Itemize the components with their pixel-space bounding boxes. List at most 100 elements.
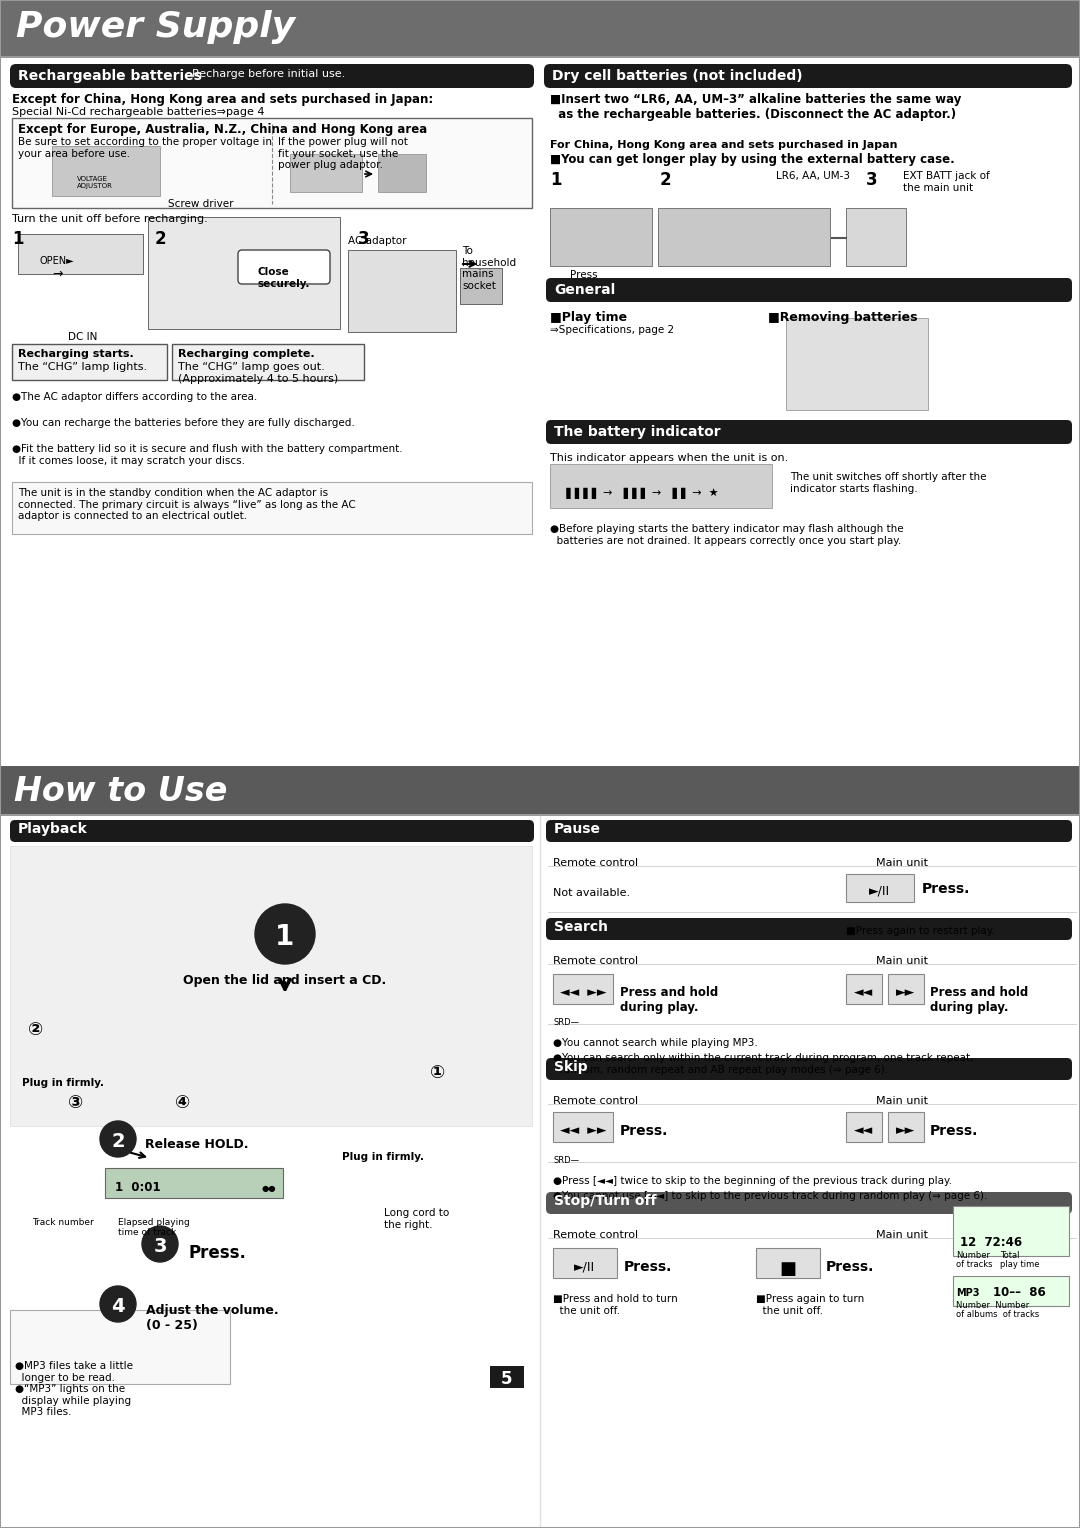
Text: 3: 3	[357, 231, 369, 248]
Text: Remote control: Remote control	[553, 1096, 638, 1106]
Bar	[12, 118, 532, 208]
Text: Press.: Press.	[620, 1125, 669, 1138]
Text: 1  0:01: 1 0:01	[114, 1181, 161, 1193]
Text: →: →	[52, 267, 63, 281]
Text: ◄◄  ►►: ◄◄ ►►	[559, 1125, 606, 1137]
Text: Press.: Press.	[624, 1261, 673, 1274]
Bar	[18, 234, 143, 274]
Text: ●You cannot search while playing MP3.: ●You cannot search while playing MP3.	[553, 1038, 758, 1048]
Bar	[0, 766, 1080, 816]
Text: of albums  of tracks: of albums of tracks	[956, 1309, 1039, 1319]
Text: ►►: ►►	[896, 1125, 916, 1137]
Text: Press.: Press.	[826, 1261, 875, 1274]
Text: ●Before playing starts the battery indicator may flash although the
  batteries : ●Before playing starts the battery indic…	[550, 524, 904, 545]
Bar	[172, 344, 364, 380]
Text: Total: Total	[1000, 1251, 1020, 1261]
FancyBboxPatch shape	[546, 821, 1072, 842]
Bar	[756, 1248, 820, 1277]
Text: Recharging starts.: Recharging starts.	[18, 348, 134, 359]
Text: Turn the unit off before recharging.: Turn the unit off before recharging.	[12, 214, 207, 225]
Text: Power Supply: Power Supply	[16, 11, 295, 44]
Bar	[0, 0, 1080, 58]
Text: Playback: Playback	[18, 822, 87, 836]
Text: MP3: MP3	[956, 1288, 980, 1297]
Bar	[12, 481, 532, 533]
Bar	[553, 973, 613, 1004]
Text: Recharging complete.: Recharging complete.	[178, 348, 314, 359]
Text: 5: 5	[501, 1371, 513, 1387]
Text: ●You cannot use [◄◄] to skip to the previous track during random play (⇒ page 6): ●You cannot use [◄◄] to skip to the prev…	[553, 1190, 987, 1201]
Text: How to Use: How to Use	[14, 775, 228, 808]
Text: Pause: Pause	[554, 822, 600, 836]
Bar	[550, 465, 772, 507]
Bar	[553, 1248, 617, 1277]
Bar	[888, 973, 924, 1004]
Text: ►/II: ►/II	[869, 885, 891, 898]
Bar	[786, 318, 928, 410]
Bar	[291, 154, 362, 193]
FancyBboxPatch shape	[546, 1192, 1072, 1215]
Circle shape	[100, 1287, 136, 1322]
Text: ►/II: ►/II	[575, 1261, 595, 1273]
Text: 4: 4	[111, 1297, 125, 1316]
Text: EXT BATT jack of
the main unit: EXT BATT jack of the main unit	[903, 171, 989, 193]
Text: Close
securely.: Close securely.	[258, 267, 310, 289]
Text: SRD—: SRD—	[553, 1018, 579, 1027]
Bar	[846, 973, 882, 1004]
Text: Main unit: Main unit	[876, 859, 928, 868]
FancyBboxPatch shape	[10, 64, 534, 89]
Text: Not available.: Not available.	[553, 888, 630, 898]
Bar	[0, 814, 1080, 816]
Text: Special Ni-Cd rechargeable batteries⇒page 4: Special Ni-Cd rechargeable batteries⇒pag…	[12, 107, 265, 118]
Circle shape	[141, 1225, 178, 1262]
Text: ■Press again to turn
  the unit off.: ■Press again to turn the unit off.	[756, 1294, 864, 1316]
Bar	[550, 208, 652, 266]
Text: Main unit: Main unit	[876, 1096, 928, 1106]
Bar	[658, 208, 831, 266]
Text: AC adaptor: AC adaptor	[348, 235, 406, 246]
FancyBboxPatch shape	[546, 1057, 1072, 1080]
Circle shape	[255, 905, 315, 964]
Bar	[490, 1366, 524, 1387]
Bar	[460, 267, 502, 304]
Bar	[0, 57, 1080, 58]
Text: Adjust the volume.
(0 - 25): Adjust the volume. (0 - 25)	[146, 1303, 279, 1332]
Text: 2: 2	[156, 231, 166, 248]
Text: ■Press and hold to turn
  the unit off.: ■Press and hold to turn the unit off.	[553, 1294, 678, 1316]
Text: ■: ■	[780, 1261, 797, 1277]
Bar	[846, 1112, 882, 1141]
Text: Except for Europe, Australia, N.Z., China and Hong Kong area: Except for Europe, Australia, N.Z., Chin…	[18, 122, 428, 136]
Text: ▐▐▐▐  →  ▐▐▐  →  ▐▐  →  ★: ▐▐▐▐ → ▐▐▐ → ▐▐ → ★	[562, 487, 718, 500]
Text: For China, Hong Kong area and sets purchased in Japan: For China, Hong Kong area and sets purch…	[550, 141, 897, 150]
Bar	[888, 1112, 924, 1141]
Text: ■You can get longer play by using the external battery case.: ■You can get longer play by using the ex…	[550, 153, 955, 167]
Text: 2: 2	[111, 1132, 125, 1151]
Text: The “CHG” lamp lights.: The “CHG” lamp lights.	[18, 362, 147, 371]
Text: Main unit: Main unit	[876, 1230, 928, 1241]
Text: Except for China, Hong Kong area and sets purchased in Japan:: Except for China, Hong Kong area and set…	[12, 93, 433, 105]
Text: Elapsed playing
time of track: Elapsed playing time of track	[118, 1218, 190, 1238]
Text: Press and hold
during play.: Press and hold during play.	[930, 986, 1028, 1015]
Text: Rechargeable batteries: Rechargeable batteries	[18, 69, 202, 83]
Text: ■Insert two “LR6, AA, UM–3” alkaline batteries the same way
  as the rechargeabl: ■Insert two “LR6, AA, UM–3” alkaline bat…	[550, 93, 961, 121]
Text: Search: Search	[554, 920, 608, 934]
Text: 12  72:46: 12 72:46	[960, 1236, 1022, 1248]
Text: Open the lid and insert a CD.: Open the lid and insert a CD.	[184, 973, 387, 987]
Bar	[846, 208, 906, 266]
Text: Remote control: Remote control	[553, 957, 638, 966]
Text: ■Removing batteries: ■Removing batteries	[768, 312, 918, 324]
Bar	[846, 874, 914, 902]
FancyBboxPatch shape	[546, 918, 1072, 940]
Text: ④: ④	[175, 1094, 190, 1112]
Text: ●Fit the battery lid so it is secure and flush with the battery compartment.
  I: ●Fit the battery lid so it is secure and…	[12, 445, 403, 466]
Text: of tracks: of tracks	[956, 1261, 993, 1268]
Text: 1: 1	[12, 231, 24, 248]
Text: Recharge before initial use.: Recharge before initial use.	[192, 69, 346, 79]
Text: General: General	[554, 283, 616, 296]
Text: ●Press [◄◄] twice to skip to the beginning of the previous track during play.: ●Press [◄◄] twice to skip to the beginni…	[553, 1177, 951, 1186]
Text: ◄◄: ◄◄	[854, 986, 874, 999]
Text: play time: play time	[1000, 1261, 1039, 1268]
Text: 10––  86: 10–– 86	[993, 1287, 1045, 1299]
Text: ●You can search only within the current track during program, one track repeat,
: ●You can search only within the current …	[553, 1053, 973, 1074]
FancyBboxPatch shape	[238, 251, 330, 284]
